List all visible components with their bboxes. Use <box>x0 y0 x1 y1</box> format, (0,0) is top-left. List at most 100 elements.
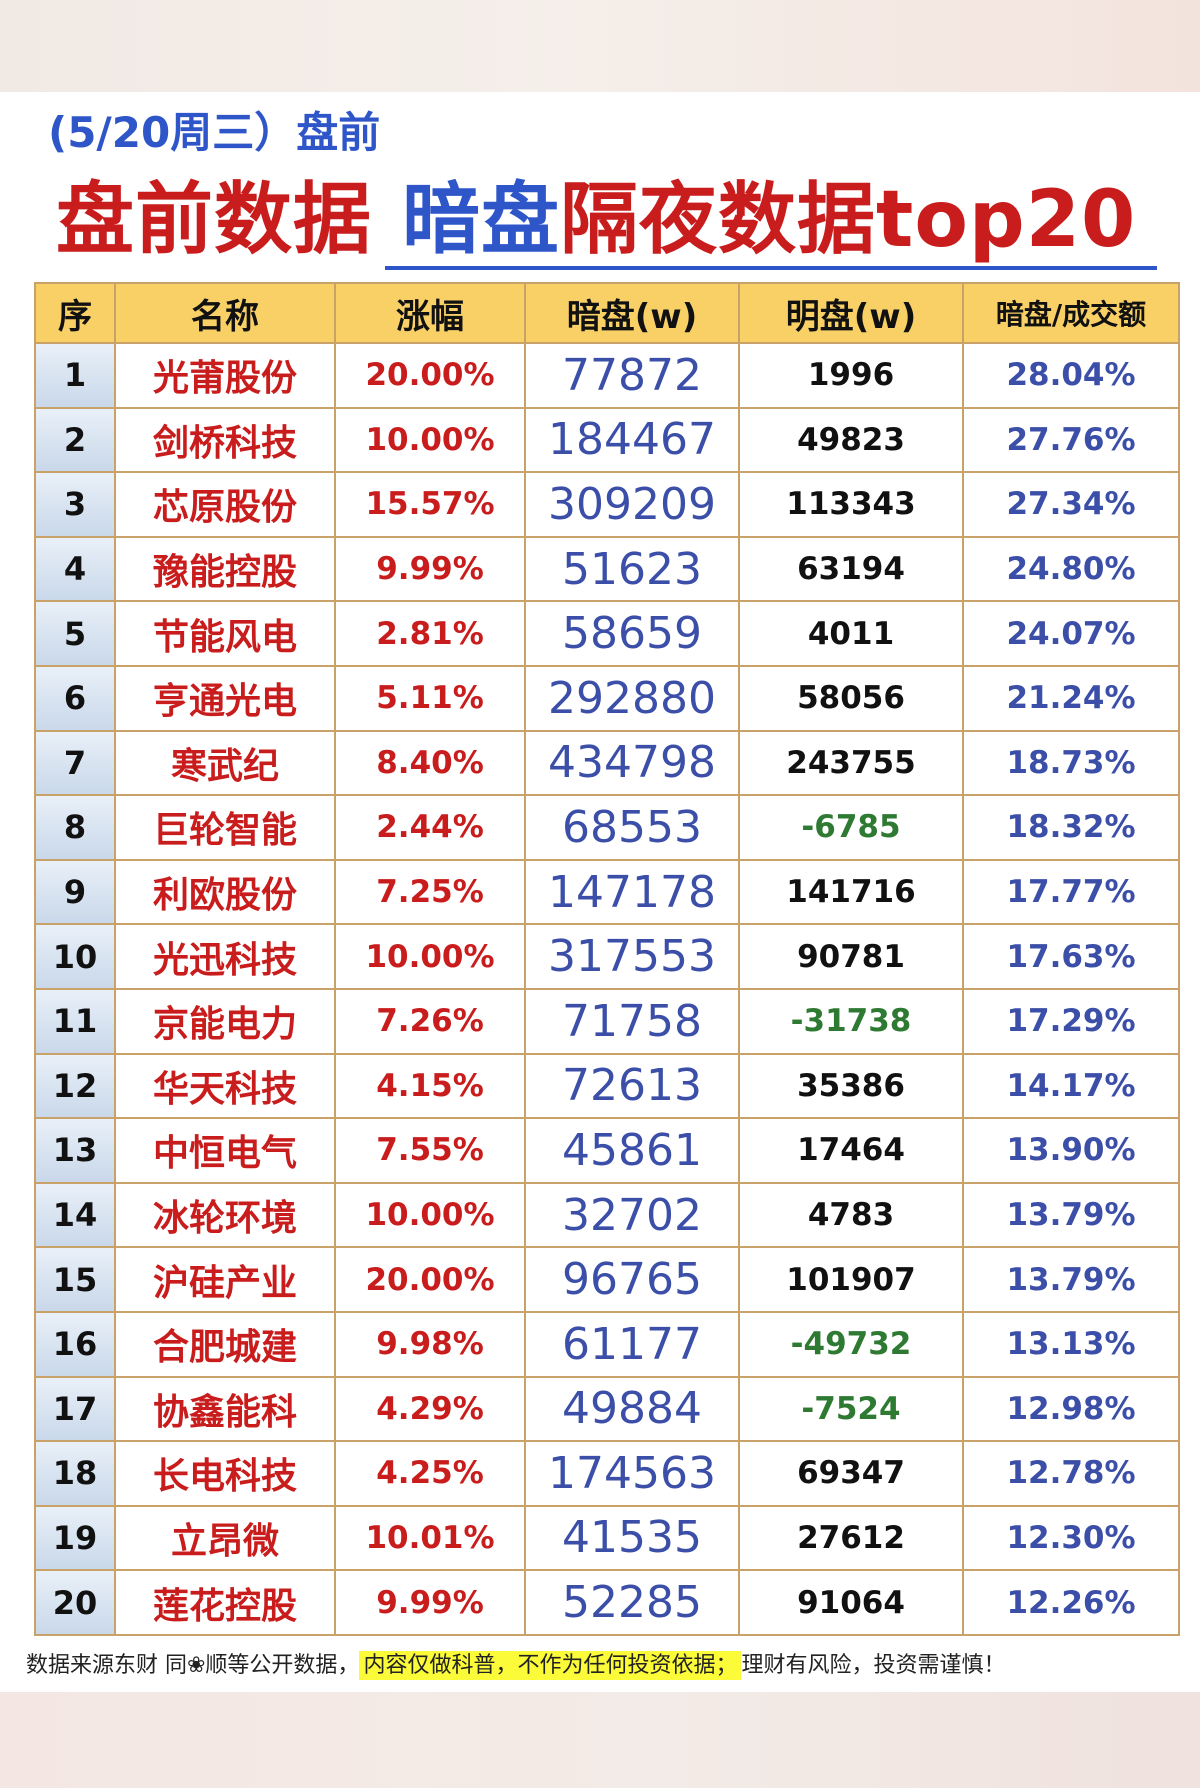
cell-name: 京能电力 <box>114 987 336 1055</box>
cell-change: 4.29% <box>334 1375 526 1443</box>
cell-name: 长电科技 <box>114 1440 336 1507</box>
cell-ratio: 17.63% <box>962 923 1180 990</box>
cell-name: 剑桥科技 <box>114 406 336 474</box>
cell-light: -6785 <box>738 794 964 861</box>
table-row: 12 华天科技 4.15% 72613 35386 14.17% <box>34 1052 1180 1120</box>
table-row: 9 利欧股份 7.25% 147178 141716 17.77% <box>34 858 1180 926</box>
cell-change: 7.55% <box>334 1117 526 1184</box>
footer-risk: 理财有风险，投资需谨慎！ <box>741 1653 1006 1678</box>
cell-change: 10.01% <box>334 1504 526 1572</box>
title-underline <box>385 266 1157 270</box>
cell-ratio: 12.78% <box>962 1440 1180 1507</box>
cell-light: 17464 <box>738 1117 964 1184</box>
cell-change: 4.15% <box>334 1052 526 1120</box>
cell-dark: 51623 <box>524 535 740 603</box>
footer-disclaimer: 内容仅做科普，不作为任何投资依据； <box>359 1651 742 1680</box>
cell-ratio: 14.17% <box>962 1052 1180 1120</box>
cell-seq: 19 <box>34 1504 116 1572</box>
cell-ratio: 28.04% <box>962 342 1180 409</box>
cell-dark: 317553 <box>524 923 740 990</box>
table-row: 2 剑桥科技 10.00% 184467 49823 27.76% <box>34 406 1180 474</box>
table-row: 5 节能风电 2.81% 58659 4011 24.07% <box>34 600 1180 667</box>
cell-ratio: 24.80% <box>962 535 1180 603</box>
cell-ratio: 13.79% <box>962 1181 1180 1249</box>
cell-name: 光迅科技 <box>114 923 336 990</box>
table-row: 18 长电科技 4.25% 174563 69347 12.78% <box>34 1440 1180 1507</box>
footer-note: 数据来源东财 同❀顺等公开数据， 内容仅做科普，不作为任何投资依据； 理财有风险，投… <box>26 1648 1005 1684</box>
cell-seq: 13 <box>34 1117 116 1184</box>
cell-light: -49732 <box>738 1310 964 1378</box>
cell-seq: 17 <box>34 1375 116 1443</box>
table-row: 14 冰轮环境 10.00% 32702 4783 13.79% <box>34 1181 1180 1249</box>
cell-change: 9.99% <box>334 1569 526 1636</box>
cell-seq: 6 <box>34 664 116 732</box>
table-body: 1 光莆股份 20.00% 77872 1996 28.04% 2 剑桥科技 10.00% 184… <box>34 342 1180 1636</box>
cell-seq: 20 <box>34 1569 116 1636</box>
title-part-premarket: 盘前数据 <box>56 175 373 265</box>
table-header-row: 序 名称 涨幅 暗盘(w) 明盘(w) 暗盘/成交额 <box>34 282 1180 344</box>
cell-light: 101907 <box>738 1246 964 1313</box>
table-row: 4 豫能控股 9.99% 51623 63194 24.80% <box>34 535 1180 603</box>
cell-ratio: 24.07% <box>962 600 1180 667</box>
cell-ratio: 12.98% <box>962 1375 1180 1443</box>
cell-ratio: 12.30% <box>962 1504 1180 1572</box>
cell-dark: 77872 <box>524 342 740 409</box>
cell-seq: 7 <box>34 729 116 797</box>
cell-seq: 9 <box>34 858 116 926</box>
table-row: 20 莲花控股 9.99% 52285 91064 12.26% <box>34 1569 1180 1636</box>
cell-light: 58056 <box>738 664 964 732</box>
column-header-seq: 序 <box>34 282 116 344</box>
table-row: 19 立昂微 10.01% 41535 27612 12.30% <box>34 1504 1180 1572</box>
cell-seq: 10 <box>34 923 116 990</box>
cell-name: 华天科技 <box>114 1052 336 1120</box>
cell-change: 9.99% <box>334 535 526 603</box>
title-part-overnight: 隔夜数据top20 <box>560 175 1137 265</box>
cell-light: 4011 <box>738 600 964 667</box>
cell-dark: 71758 <box>524 987 740 1055</box>
cell-light: 27612 <box>738 1504 964 1572</box>
cell-change: 2.44% <box>334 794 526 861</box>
cell-light: 90781 <box>738 923 964 990</box>
cell-name: 亨通光电 <box>114 664 336 732</box>
cell-ratio: 13.79% <box>962 1246 1180 1313</box>
table-row: 13 中恒电气 7.55% 45861 17464 13.90% <box>34 1117 1180 1184</box>
cell-change: 7.25% <box>334 858 526 926</box>
footer-source: 数据来源东财 同❀顺等公开数据， <box>26 1653 360 1678</box>
cell-name: 利欧股份 <box>114 858 336 926</box>
cell-ratio: 21.24% <box>962 664 1180 732</box>
cell-seq: 1 <box>34 342 116 409</box>
cell-dark: 292880 <box>524 664 740 732</box>
cell-change: 10.00% <box>334 406 526 474</box>
cell-change: 15.57% <box>334 471 526 538</box>
cell-dark: 147178 <box>524 858 740 926</box>
cell-seq: 12 <box>34 1052 116 1120</box>
cell-name: 节能风电 <box>114 600 336 667</box>
cell-ratio: 18.73% <box>962 729 1180 797</box>
cell-dark: 52285 <box>524 1569 740 1636</box>
table-row: 6 亨通光电 5.11% 292880 58056 21.24% <box>34 664 1180 732</box>
table-row: 7 寒武纪 8.40% 434798 243755 18.73% <box>34 729 1180 797</box>
cell-seq: 8 <box>34 794 116 861</box>
cell-change: 5.11% <box>334 664 526 732</box>
top-background-band <box>0 0 1200 92</box>
cell-name: 寒武纪 <box>114 729 336 797</box>
cell-seq: 18 <box>34 1440 116 1507</box>
cell-change: 8.40% <box>334 729 526 797</box>
cell-dark: 72613 <box>524 1052 740 1120</box>
column-header-change: 涨幅 <box>334 282 526 344</box>
cell-dark: 41535 <box>524 1504 740 1572</box>
cell-dark: 68553 <box>524 794 740 861</box>
cell-name: 冰轮环境 <box>114 1181 336 1249</box>
bottom-background-band <box>0 1692 1200 1788</box>
cell-light: 4783 <box>738 1181 964 1249</box>
cell-ratio: 17.77% <box>962 858 1180 926</box>
cell-seq: 11 <box>34 987 116 1055</box>
cell-dark: 45861 <box>524 1117 740 1184</box>
cell-dark: 184467 <box>524 406 740 474</box>
cell-name: 沪硅产业 <box>114 1246 336 1313</box>
column-header-ratio: 暗盘/成交额 <box>962 282 1180 344</box>
cell-change: 7.26% <box>334 987 526 1055</box>
table-row: 16 合肥城建 9.98% 61177 -49732 13.13% <box>34 1310 1180 1378</box>
cell-seq: 14 <box>34 1181 116 1249</box>
table-row: 11 京能电力 7.26% 71758 -31738 17.29% <box>34 987 1180 1055</box>
